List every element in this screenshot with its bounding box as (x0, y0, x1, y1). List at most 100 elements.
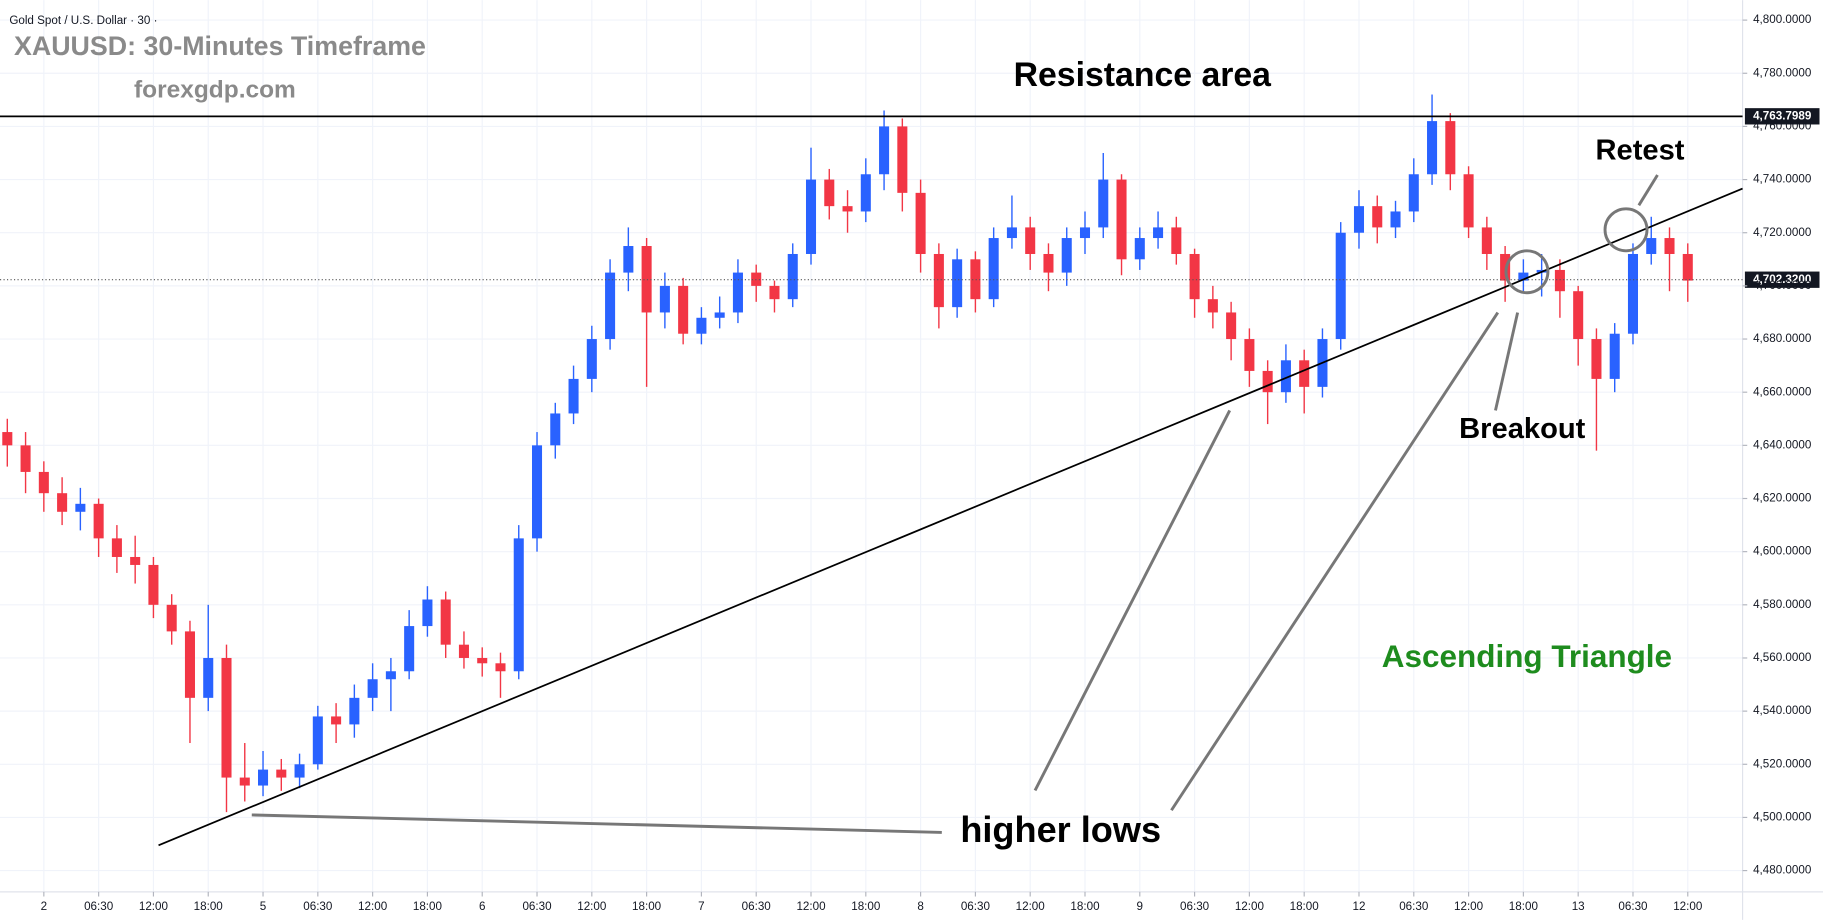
candle-body (148, 564, 159, 605)
x-tick-label: 12:00 (358, 900, 388, 913)
candle-body (769, 285, 780, 300)
x-tick-label: 06:30 (84, 900, 114, 913)
candle-body (1408, 174, 1419, 212)
trend-line (158, 187, 1743, 847)
x-tick-label: 06:30 (742, 900, 772, 913)
heading: XAUUSD: 30-Minutes Timeframe (14, 31, 426, 61)
candle-body (367, 679, 378, 698)
candle-body (1664, 238, 1675, 254)
candle-body (458, 644, 469, 658)
x-tick-label: 06:30 (303, 900, 333, 913)
y-tick-label: 4,620.0000 (1753, 492, 1812, 505)
x-tick-label: 06:30 (961, 900, 991, 913)
candle-body (1262, 370, 1273, 393)
candle-body (2, 432, 13, 446)
candle-body (1427, 121, 1438, 175)
candle-body (678, 285, 689, 334)
x-tick-label: 06:30 (1618, 900, 1648, 913)
x-tick-label: 12:00 (1235, 900, 1265, 913)
candle-body (312, 716, 323, 765)
candle-body (842, 206, 853, 212)
candle-body (824, 179, 835, 207)
candle-body (221, 657, 232, 778)
x-tick-label: 18:00 (851, 900, 881, 913)
overlay: 4,763.7989 4,702.3200 (0, 108, 1820, 847)
y-tick-label: 4,680.0000 (1753, 332, 1812, 345)
candle-body (20, 445, 31, 472)
x-tick-label: 2 (41, 900, 47, 913)
x-tick-label: 18:00 (1509, 900, 1539, 913)
pointer-line (1637, 174, 1659, 207)
candle-body (659, 285, 670, 313)
candle-body (1207, 299, 1218, 313)
candle-body (897, 126, 908, 193)
y-tick-label: 4,740.0000 (1753, 173, 1812, 186)
candle-body (1134, 238, 1145, 260)
candle-body (641, 246, 652, 313)
y-tick-label: 4,500.0000 (1753, 811, 1812, 824)
candle-body (605, 272, 616, 340)
candle-body (166, 604, 177, 632)
candle-body (75, 503, 86, 512)
x-tick-label: 06:30 (1399, 900, 1429, 913)
candle-body (915, 192, 926, 254)
candle-body (952, 259, 963, 308)
x-tick-label: 18:00 (194, 900, 224, 913)
candle-body (1372, 206, 1383, 228)
candle-body (988, 238, 999, 300)
x-tick-label: 9 (1137, 900, 1143, 913)
candle-body (787, 253, 798, 300)
x-tick-label: 12:00 (1454, 900, 1484, 913)
candle-body (276, 769, 287, 778)
candle-body (294, 764, 305, 778)
candle-body (1445, 121, 1456, 175)
y-tick-label: 4,560.0000 (1753, 651, 1812, 664)
retest-circle (1603, 207, 1649, 253)
x-tick-label: 18:00 (1290, 900, 1320, 913)
candle-body (1682, 253, 1693, 281)
candle-body (1244, 339, 1255, 371)
y-tick-label: 4,720.0000 (1753, 226, 1812, 239)
candle-body (1098, 179, 1109, 228)
candle-body (111, 538, 122, 557)
higher-lows-label: higher lows (960, 809, 1161, 850)
candle-body (531, 445, 543, 539)
candle-body (1079, 227, 1091, 239)
y-tick-label: 4,660.0000 (1753, 385, 1812, 398)
y-tick-label: 4,800.0000 (1753, 13, 1812, 26)
pointers (251, 174, 1659, 834)
y-tick-label: 4,540.0000 (1753, 704, 1812, 717)
candle-body (1463, 174, 1474, 228)
x-tick-label: 13 (1572, 900, 1585, 913)
y-tick-label: 4,760.0000 (1753, 119, 1812, 132)
candle-body (879, 126, 890, 175)
pointer-line (251, 813, 942, 834)
candle-body (477, 657, 488, 664)
candle-body (1627, 253, 1639, 334)
candle-body (586, 339, 597, 379)
candle-body (1299, 360, 1310, 387)
pointer-line (1033, 409, 1232, 792)
x-tick-label: 12 (1353, 900, 1366, 913)
resistance-label: Resistance area (1014, 56, 1273, 94)
candle-body (732, 272, 743, 313)
candle-body (623, 246, 634, 273)
candle-body (1591, 339, 1602, 379)
candle-body (1043, 253, 1054, 273)
last-price-box (1744, 271, 1820, 288)
candle-body (331, 716, 342, 725)
x-tick-label: 12:00 (139, 900, 169, 913)
breakout-circle (1504, 249, 1550, 295)
candle-body (860, 174, 871, 212)
candle-body (1153, 227, 1164, 239)
x-tick-label: 12:00 (577, 900, 607, 913)
candle-body (57, 493, 68, 512)
candle-body (550, 413, 561, 446)
candle-body (385, 671, 396, 680)
candle-body (404, 626, 415, 672)
candle-body (1189, 253, 1200, 300)
candle-body (1518, 272, 1529, 281)
source: forexgdp.com (134, 77, 296, 104)
candle-body (1116, 179, 1127, 260)
